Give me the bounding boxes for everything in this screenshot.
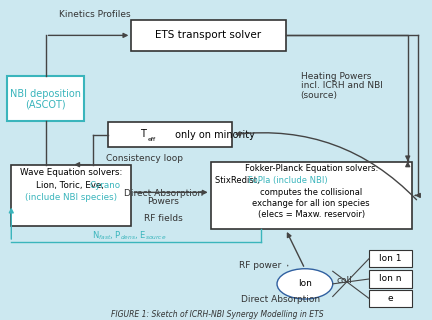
Text: e: e [388,294,394,303]
FancyBboxPatch shape [369,270,412,288]
FancyBboxPatch shape [7,76,84,121]
Text: N$_{fast}$, P$_{dens}$, E$_{source}$: N$_{fast}$, P$_{dens}$, E$_{source}$ [92,229,166,242]
Text: Lion, Toric, Eve,: Lion, Toric, Eve, [36,181,107,190]
Text: incl. ICRH and NBI: incl. ICRH and NBI [301,81,382,90]
Text: Ion: Ion [298,279,312,288]
Text: StixRedist,: StixRedist, [215,176,262,185]
Text: computes the collisional: computes the collisional [260,188,362,196]
Text: RF power: RF power [239,261,281,270]
Text: Ion 1: Ion 1 [379,254,402,263]
Text: Kinetics Profiles: Kinetics Profiles [59,10,130,20]
Text: Fokker-Planck Equation solvers:: Fokker-Planck Equation solvers: [245,164,378,173]
Text: Wave Equation solvers:: Wave Equation solvers: [20,168,123,177]
Text: Direct Absorption: Direct Absorption [241,294,320,303]
Text: exchange for all ion species: exchange for all ion species [252,199,370,208]
Text: Ion n: Ion n [379,275,402,284]
FancyBboxPatch shape [369,290,412,307]
Text: RF fields: RF fields [144,214,183,223]
Text: Consistency loop: Consistency loop [105,154,183,163]
Text: FIGURE 1: Sketch of ICRH-NBI Synergy Modelling in ETS: FIGURE 1: Sketch of ICRH-NBI Synergy Mod… [111,310,323,319]
Text: (source): (source) [301,91,337,100]
Text: NBI deposition: NBI deposition [10,89,81,99]
Text: coll: coll [336,276,352,285]
FancyBboxPatch shape [108,122,232,147]
Text: ETS transport solver: ETS transport solver [156,30,261,40]
Text: (elecs = Maxw. reservoir): (elecs = Maxw. reservoir) [258,210,365,219]
Ellipse shape [277,269,333,299]
Text: T: T [140,129,146,139]
FancyBboxPatch shape [11,165,131,226]
Text: Direct Absorption: Direct Absorption [124,188,203,197]
FancyBboxPatch shape [369,250,412,267]
Text: Cyrano: Cyrano [89,181,121,190]
Text: (ASCOT): (ASCOT) [25,99,66,109]
Text: Powers: Powers [147,197,179,206]
Text: FoPla (include NBI): FoPla (include NBI) [248,176,328,185]
Text: only on minority: only on minority [172,130,255,140]
FancyBboxPatch shape [131,20,286,51]
Text: Heating Powers: Heating Powers [301,72,371,81]
Text: eff: eff [148,137,156,142]
FancyBboxPatch shape [210,162,412,229]
Text: (include NBI species): (include NBI species) [25,193,118,202]
